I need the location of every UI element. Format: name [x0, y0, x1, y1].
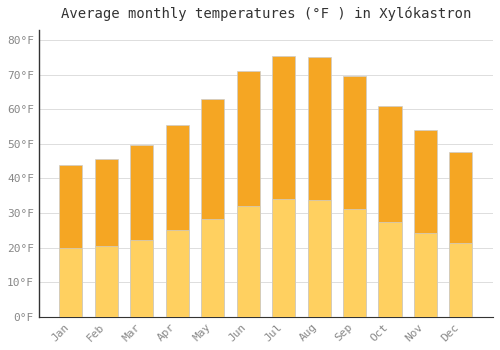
Bar [378, 106, 402, 317]
Title: Average monthly temperatures (°F ) in Xylókastron: Average monthly temperatures (°F ) in Xy… [60, 7, 471, 21]
Bar [201, 219, 224, 317]
Bar [95, 246, 118, 317]
Bar [130, 146, 154, 317]
Bar [166, 125, 189, 317]
Bar [414, 233, 437, 317]
Bar [308, 57, 330, 317]
Bar [272, 199, 295, 317]
Bar [414, 130, 437, 317]
Bar [450, 243, 472, 317]
Bar [450, 152, 472, 317]
Bar [308, 200, 330, 317]
Bar [343, 209, 366, 317]
Bar [166, 230, 189, 317]
Bar [60, 164, 82, 317]
Bar [130, 240, 154, 317]
Bar [343, 76, 366, 317]
Bar [95, 159, 118, 317]
Bar [378, 222, 402, 317]
Bar [236, 206, 260, 317]
Bar [201, 99, 224, 317]
Bar [236, 71, 260, 317]
Bar [60, 248, 82, 317]
Bar [272, 56, 295, 317]
